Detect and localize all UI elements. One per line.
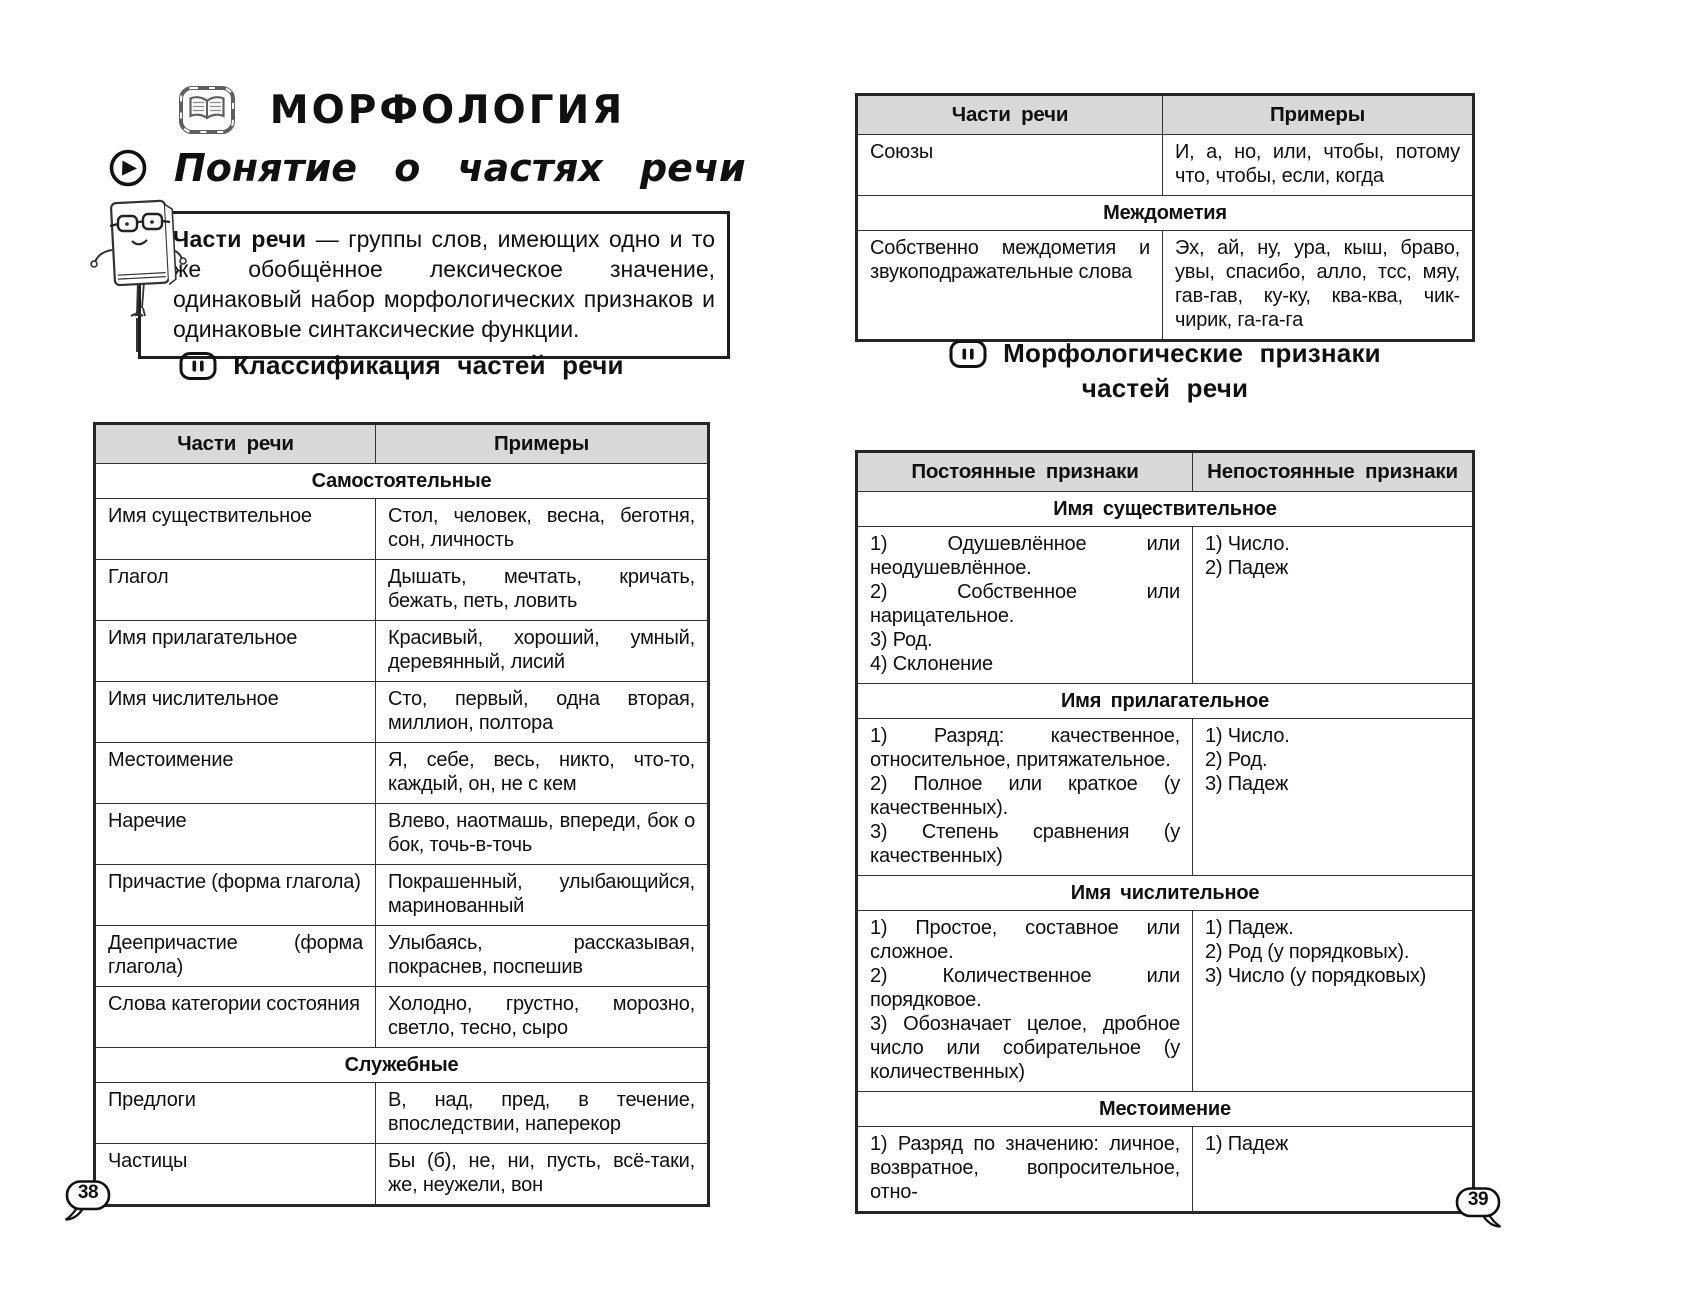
table-row: Слова категории состояния Холодно, груст… [94, 986, 709, 1048]
chapter-heading: МОРФОЛОГИЯ [93, 78, 710, 142]
chapter-title: МОРФОЛОГИЯ [269, 87, 626, 133]
pause-icon [179, 351, 217, 380]
section-title: Понятие о частях речи [174, 146, 746, 190]
continuation-table: Части речи Примеры Союзы И, а, но, или, … [855, 93, 1475, 342]
pause-icon [949, 339, 987, 368]
morph-table-wrap: Постоянные признаки Непостоянные признак… [855, 450, 1501, 1228]
col-header: Постоянные признаки [856, 451, 1193, 492]
page-number: 38 [77, 1182, 99, 1203]
table-row: 1) Разряд: качественное, относительное, … [856, 718, 1474, 876]
table-row: Деепричастие (форма глагола) Улыбаясь, р… [94, 925, 709, 987]
group-row: Местоимение [856, 1091, 1474, 1127]
classification-table-title: Классификация частей речи [93, 350, 710, 381]
page-number-bubble-left: 38 [65, 1179, 117, 1223]
col-header: Примеры [1162, 94, 1474, 135]
col-header: Части речи [94, 423, 376, 464]
table-row: Имя существительное Стол, человек, весна… [94, 498, 709, 560]
group-row: Имя прилагательное [856, 683, 1474, 719]
col-header: Непостоянные признаки [1192, 451, 1474, 492]
table-row: Предлоги В, над, пред, в течение, впосле… [94, 1082, 709, 1144]
continuation-table-wrap: Части речи Примеры Союзы И, а, но, или, … [855, 93, 1475, 342]
table-row: Имя прилагательное Красивый, хороший, ум… [94, 620, 709, 682]
definition-box: Части речи — группы слов, имеющих одно и… [138, 211, 730, 359]
table-row: Глагол Дышать, мечтать, кричать, бежать,… [94, 559, 709, 621]
group-row: Междометия [856, 195, 1474, 231]
table-row: 1) Разряд по значению: личное, возвратно… [856, 1126, 1474, 1213]
table-header-row: Части речи Примеры [856, 94, 1474, 135]
table-row: Местоимение Я, себе, весь, никто, что-то… [94, 742, 709, 804]
table-header-row: Части речи Примеры [94, 423, 709, 464]
group-row: Имя числительное [856, 875, 1474, 911]
table-row: 1) Одушевлённое или неодушевлённое. 2) С… [856, 526, 1474, 684]
page-number: 39 [1467, 1189, 1489, 1210]
definition-text: — группы слов, имеющих одно и то же обоб… [173, 226, 715, 342]
page-number-bubble-right: 39 [1449, 1186, 1501, 1230]
table-row: Собственно междометия и звукоподражатель… [856, 230, 1474, 341]
group-row: Имя существительное [856, 491, 1474, 527]
col-header: Части речи [856, 94, 1163, 135]
col-header: Примеры [375, 423, 709, 464]
classification-table: Части речи Примеры Самостоятельные Имя с… [93, 422, 710, 1207]
table-row: Имя числительное Сто, первый, одна втора… [94, 681, 709, 743]
morph-table-title: Морфологические признаки частей речи [855, 338, 1475, 404]
classification-table-wrap: Части речи Примеры Самостоятельные Имя с… [65, 422, 710, 1221]
section-heading: Понятие о частях речи [108, 140, 746, 196]
table-row: Наречие Влево, наотмашь, впереди, бок о … [94, 803, 709, 865]
definition-term: Части речи [173, 226, 307, 252]
table-row: Частицы Бы (б), не, ни, пусть, всё-таки,… [94, 1143, 709, 1206]
group-row: Служебные [94, 1047, 709, 1083]
book-frame-icon [178, 86, 235, 134]
book-mascot [90, 199, 187, 352]
morph-table: Постоянные признаки Непостоянные признак… [855, 450, 1475, 1214]
group-row: Самостоятельные [94, 463, 709, 499]
table-header-row: Постоянные признаки Непостоянные признак… [856, 451, 1474, 492]
table-row: 1) Простое, составное или сложное. 2) Ко… [856, 910, 1474, 1092]
play-icon [109, 149, 147, 187]
table-row: Причастие (форма глагола) Покрашенный, у… [94, 864, 709, 926]
table-row: Союзы И, а, но, или, чтобы, потому что, … [856, 134, 1474, 196]
